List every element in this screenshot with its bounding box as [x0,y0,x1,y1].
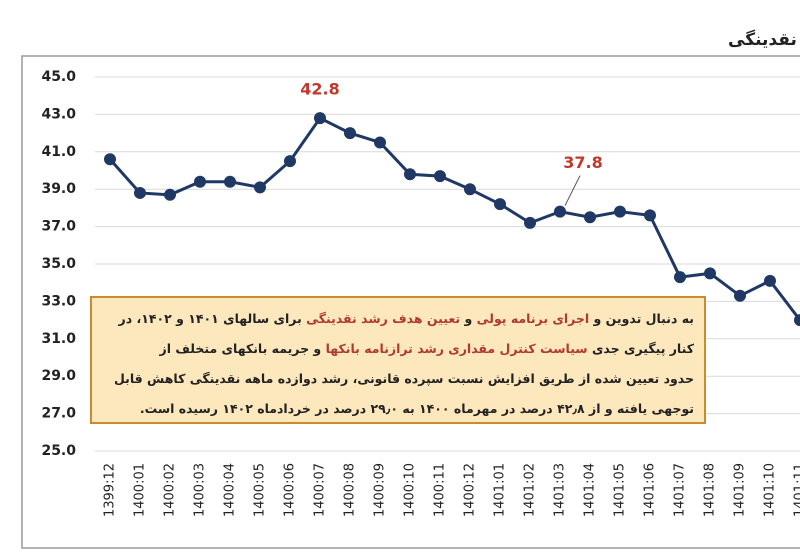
point [314,112,326,125]
point [524,216,536,229]
point [284,155,296,168]
x-tick-label: 1400:12 [463,463,478,517]
point [434,170,446,183]
y-tick-label: 27.0 [41,406,76,422]
y-tick-label: 39.0 [41,181,76,197]
chart-title: نمودار۱- روند تحولات نرخ رشد دوازده ماهه… [728,29,800,50]
annotation-text: کنار پیگیری جدی [587,341,694,356]
point [344,127,356,140]
x-tick-label: 1401:08 [703,463,718,517]
x-tick-label: 1400:08 [343,463,358,517]
annotation-text: سیاست کنترل مقداری رشد ترازنامه بانکها [325,341,588,356]
point [194,175,206,188]
x-tick-label: 1401:11 [793,463,800,517]
chart-frame [21,55,800,549]
x-tick-label: 1400:05 [253,463,268,517]
point [374,136,386,149]
point [104,153,116,166]
annotation-text: به دنبال تدوین و [589,311,694,326]
x-tick-label: 1401:07 [673,463,688,517]
annotation-box: به دنبال تدوین و اجرای برنامه پولی و تعی… [90,296,706,424]
annotation-text: تعیین هدف رشد نقدینگی [306,311,461,326]
y-tick-label: 37.0 [41,219,76,235]
y-tick-label: 31.0 [41,331,76,347]
annotation-text: توجهی یافته و از ۴۲٫۸ درصد در مهرماه ۱۴۰… [139,401,694,416]
x-tick-label: 1400:09 [373,463,388,517]
point [674,271,686,284]
point [554,205,566,218]
y-tick-label: 43.0 [41,106,76,122]
x-tick-label: 1401:04 [583,463,598,517]
point [734,289,746,302]
x-tick-label: 1401:02 [523,463,538,517]
data-label: 42.8 [300,80,339,99]
x-tick-label: 1401:10 [763,463,778,517]
point [644,209,656,222]
annotation-text: و جریمه بانکهای متخلف از [159,341,326,356]
x-tick-label: 1400:07 [313,463,328,517]
annotation-line: توجهی یافته و از ۴۲٫۸ درصد در مهرماه ۱۴۰… [102,394,694,424]
x-tick-label: 1400:02 [163,463,178,517]
x-tick-label: 1400:06 [283,463,298,517]
x-tick-label: 1400:04 [223,463,238,517]
annotation-line: به دنبال تدوین و اجرای برنامه پولی و تعی… [102,304,695,334]
y-tick-label: 35.0 [41,256,76,272]
annotation-text: و [460,311,477,326]
x-tick-label: 1401:01 [493,463,508,517]
x-tick-label: 1401:06 [643,463,658,517]
y-tick-label: 33.0 [41,293,76,309]
data-label: 37.8 [563,153,602,172]
point [224,175,236,188]
point [134,186,146,199]
x-tick-label: 1401:05 [613,463,628,517]
y-tick-label: 25.0 [41,443,76,459]
x-tick-label: 1401:09 [733,463,748,517]
x-tick-label: 1401:03 [553,463,568,517]
point [254,181,266,194]
y-tick-label: 45.0 [41,69,76,85]
point [494,198,506,211]
point [764,274,776,287]
point [704,267,716,280]
point [614,205,626,218]
annotation-text: برای سالهای ۱۴۰۱ و ۱۴۰۲، در [118,311,307,326]
point [404,168,416,181]
y-tick-label: 29.0 [41,368,76,384]
annotation-line: حدود تعیین شده از طریق افزایش نسبت سپرده… [102,364,694,394]
point [464,183,476,196]
x-tick-label: 1399:12 [103,463,118,517]
x-tick-label: 1400:11 [433,463,448,517]
annotation-text: اجرای برنامه پولی [476,311,590,326]
y-tick-label: 41.0 [41,144,76,160]
label-leader [564,175,581,206]
line [108,116,800,322]
point [164,188,176,201]
x-tick-label: 1400:03 [193,463,208,517]
annotation-line: کنار پیگیری جدی سیاست کنترل مقداری رشد ت… [102,334,694,364]
point [584,211,596,224]
x-tick-label: 1400:01 [133,463,148,517]
annotation-text: حدود تعیین شده از طریق افزایش نسبت سپرده… [113,371,694,386]
point [794,314,800,327]
x-tick-label: 1400:10 [403,463,418,517]
